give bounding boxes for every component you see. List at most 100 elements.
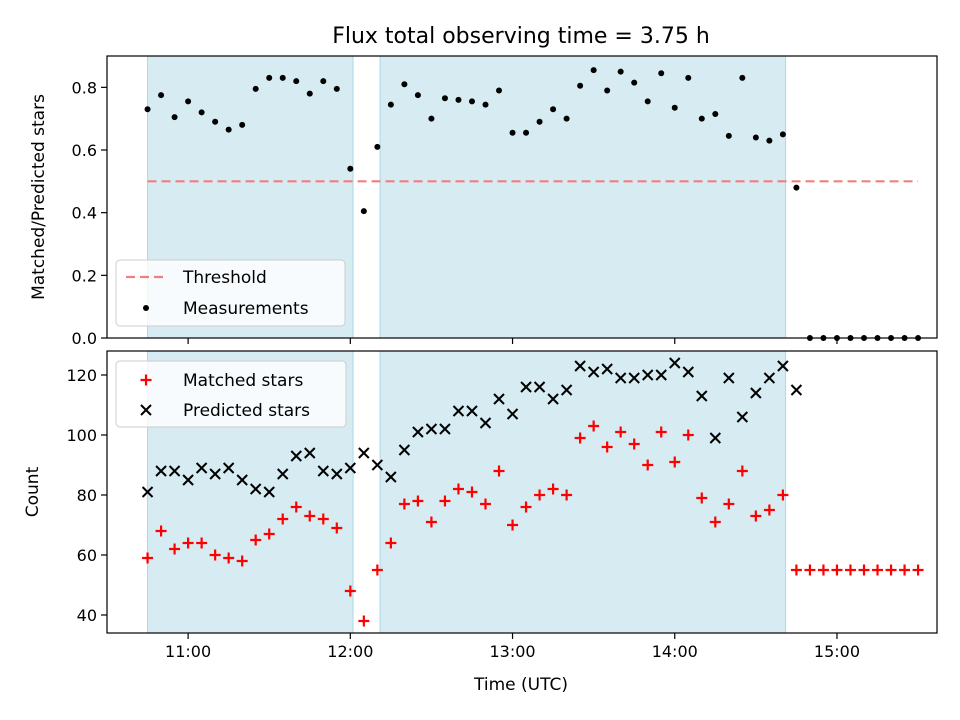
measurement-point [793,184,800,191]
matched-star-point [358,615,370,627]
measurement-point [496,87,503,94]
predicted-star-point [709,432,722,444]
bottom-legend-box [115,360,347,428]
measurement-point [320,78,327,85]
predicted-star-point [155,465,167,477]
measurement-point [509,129,516,136]
legend-measurements-swatch [143,305,149,311]
predicted-star-point [777,360,789,372]
measurement-point [752,134,759,141]
measurement-point [482,101,489,108]
top-panel: 0.00.20.40.60.8 Matched/Predicted stars … [29,55,938,348]
matched-star-point [831,564,843,576]
measurement-point [631,79,638,86]
matched-star-point [655,426,667,438]
legend-predicted-label: Predicted stars [183,401,310,421]
measurement-point [198,109,205,116]
matched-star-point [574,432,586,444]
matched-star-point [858,564,870,576]
measurement-point [428,115,435,122]
measurement-point [144,106,151,113]
bot-y-tick-label: 100 [66,426,97,445]
matched-star-point [155,525,167,537]
predicted-star-point [763,372,776,384]
predicted-star-point [195,462,208,474]
predicted-star-point [750,387,762,399]
predicted-star-point [371,459,384,471]
matched-star-point [723,498,735,510]
bottom-legend: Matched stars Predicted stars [115,360,347,428]
measurement-point [239,121,246,128]
predicted-star-point [304,447,316,459]
predicted-star-point [520,381,532,393]
matched-star-point [804,564,816,576]
measurement-point [333,85,340,92]
matched-star-point [682,429,694,441]
top-legend: Threshold Measurements [115,259,346,327]
predicted-star-point [168,465,181,477]
matched-star-point [642,459,654,471]
matched-star-point [439,495,451,507]
measurement-point [577,82,584,89]
predicted-star-point [682,366,694,378]
top-y-tick-label: 0.2 [72,266,97,285]
predicted-star-point [439,423,451,435]
measurement-point [266,74,273,81]
predicted-star-point [628,372,640,384]
predicted-star-point [331,468,343,480]
measurement-point [252,85,259,92]
measurement-point [536,118,543,125]
measurement-point [644,98,651,105]
top-observing-window-1 [379,55,787,339]
matched-star-point [817,564,829,576]
top-y-axis-label: Matched/Predicted stars [29,94,49,300]
matched-star-point [412,495,424,507]
predicted-star-point [452,405,465,417]
bot-y-tick-label: 80 [77,486,97,505]
matched-star-point [547,483,559,495]
matched-star-point [507,519,519,531]
predicted-star-point [669,357,681,369]
matched-star-point [885,564,897,576]
predicted-star-point [506,408,519,420]
top-y-tick-label: 0.6 [72,141,97,160]
legend-threshold-label: Threshold [182,268,267,288]
matched-star-point [615,426,627,438]
matched-star-point [588,420,600,432]
matched-star-point [872,564,884,576]
predicted-star-point [209,468,221,480]
top-y-tick-label: 0.8 [72,78,97,97]
predicted-star-point [277,468,289,480]
top-legend-box [115,259,346,327]
measurement-point [671,104,678,111]
predicted-star-point [723,372,735,384]
matched-star-point [196,537,208,549]
measurement-point [712,110,719,117]
measurement-point [779,131,786,138]
top-y-tick-label: 0.4 [72,204,97,223]
matched-star-point [398,498,410,510]
matched-star-point [561,489,573,501]
predicted-star-point [182,474,194,486]
predicted-star-point [344,462,357,474]
matched-star-point [899,564,911,576]
predicted-star-point [290,450,302,462]
predicted-star-point [385,471,397,483]
matched-star-point [331,522,343,534]
predicted-star-point [222,462,235,474]
measurement-point [468,98,475,105]
matched-star-point [385,537,397,549]
predicted-star-point [263,486,275,498]
measurement-point [374,143,381,150]
matched-star-point [277,513,289,525]
matched-star-point [493,465,505,477]
matched-star-point [223,552,235,564]
matched-star-point [736,465,748,477]
matched-star-point [777,489,789,501]
measurement-point [185,98,192,105]
matched-star-point [452,483,464,495]
measurement-point [360,208,367,215]
measurement-point [171,114,178,121]
matched-star-point [696,492,708,504]
